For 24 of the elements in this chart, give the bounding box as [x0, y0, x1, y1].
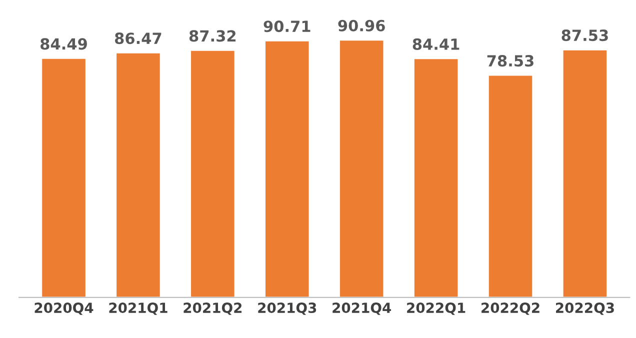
data-label: 84.49 [40, 38, 87, 50]
bar [40, 58, 87, 298]
data-label: 90.96 [338, 20, 385, 32]
x-tick-label: 2021Q3 [258, 302, 316, 315]
data-label: 86.47 [114, 32, 162, 44]
bar [190, 50, 236, 298]
data-label: 87.32 [189, 30, 236, 42]
data-label: 78.53 [487, 55, 534, 67]
data-label: 84.41 [412, 38, 460, 50]
x-tick-label: 2022Q3 [556, 302, 614, 315]
x-tick-label: 2021Q4 [332, 302, 392, 315]
x-tick-label: 2020Q4 [34, 302, 94, 315]
x-tick-label: 2022Q2 [482, 302, 540, 315]
bar [487, 74, 534, 298]
bar [562, 48, 608, 298]
bar [338, 39, 385, 298]
bar [413, 58, 460, 298]
x-tick-label: 2022Q1 [407, 302, 466, 315]
data-label: 90.71 [264, 20, 310, 32]
bar [264, 40, 310, 298]
x-tick-label: 2021Q1 [109, 302, 168, 315]
x-tick-label: 2021Q2 [184, 302, 242, 315]
bar [115, 52, 162, 298]
data-label: 87.53 [562, 30, 608, 42]
